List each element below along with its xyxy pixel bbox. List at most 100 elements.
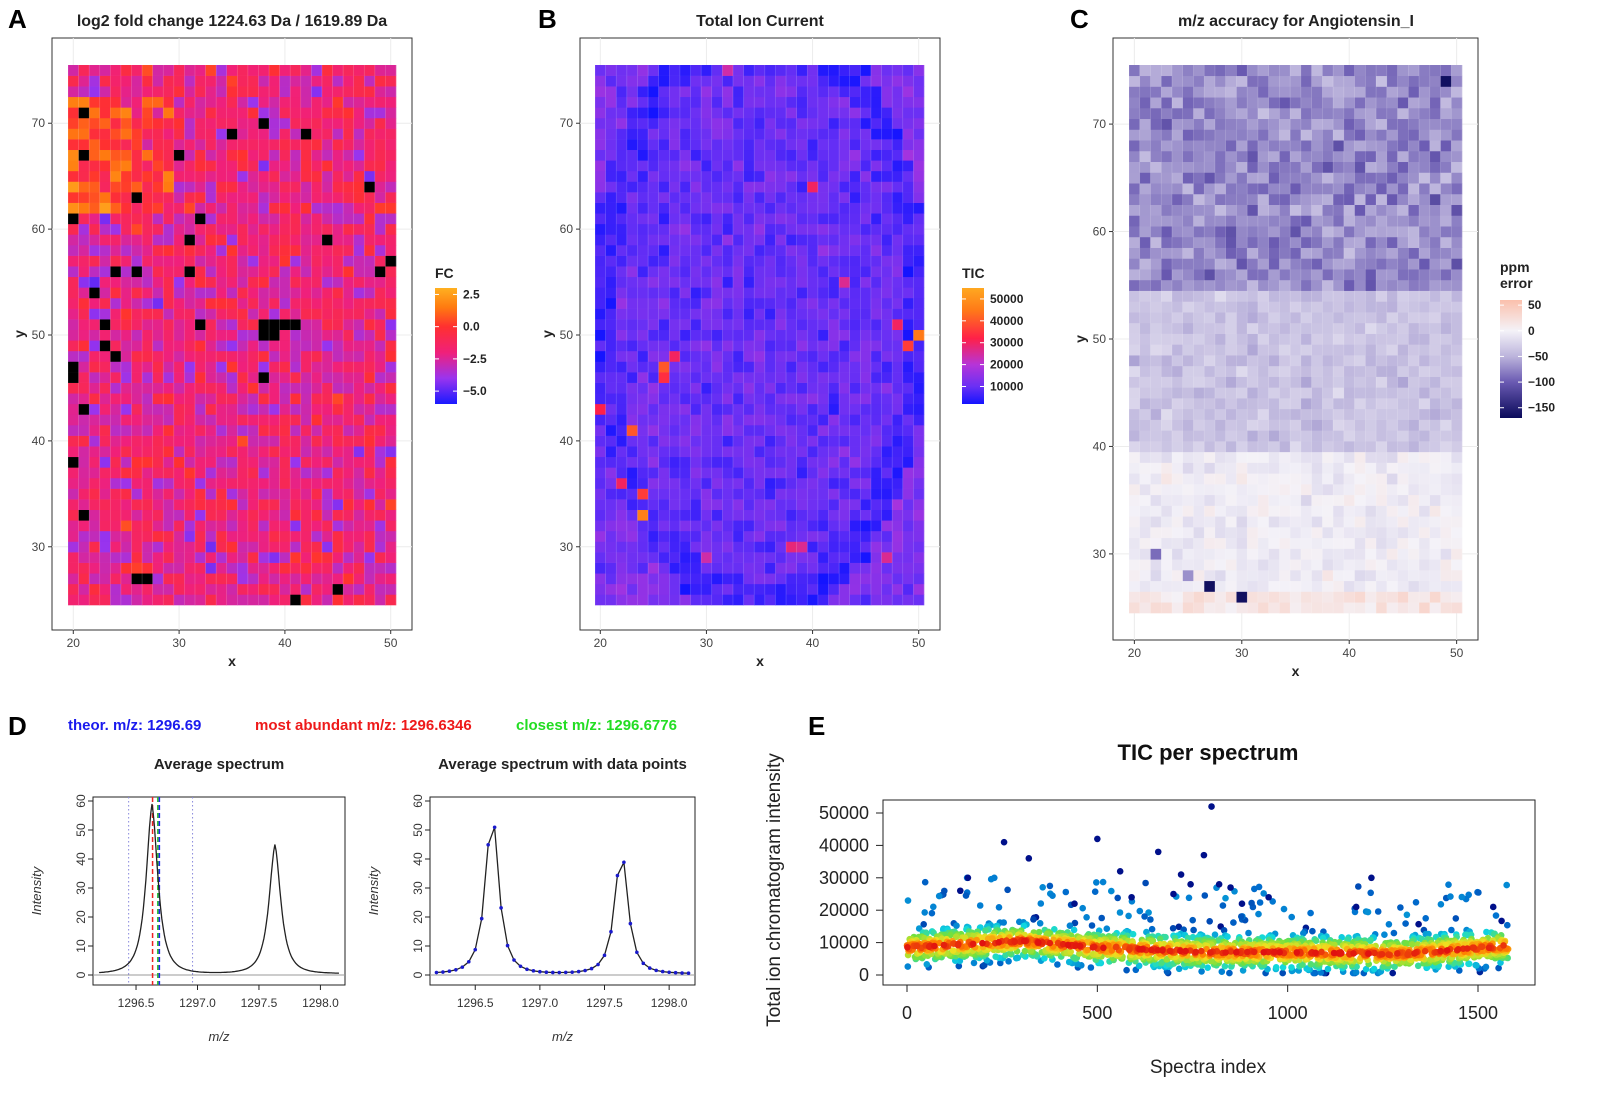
heatmap-cell [881,213,893,225]
heatmap-cell [163,456,175,468]
heatmap-cell [595,255,606,267]
heatmap-cell [1376,86,1388,98]
heatmap-cell [828,65,840,76]
heatmap-cell [722,65,734,76]
heatmap-cell [616,149,628,161]
heatmap-cell [796,562,808,574]
heatmap-cell [881,245,893,256]
heatmap-cell [1300,150,1312,163]
heatmap-cell [353,308,365,320]
heatmap-cell [722,488,734,500]
heatmap-cell [796,96,808,108]
heatmap-cell [626,245,638,256]
heatmap-cell [1354,301,1366,313]
heatmap-cell [1451,408,1463,420]
heatmap-cell [690,403,702,415]
heatmap-cell [321,75,333,87]
heatmap-cell [881,75,893,87]
heatmap-cell [99,382,111,394]
y-axis-label: y [1072,335,1088,343]
heatmap-cell [701,181,713,193]
heatmap-cell [637,128,649,140]
heatmap-cell [142,583,153,595]
heatmap-cell [173,509,185,521]
heatmap-cell [1214,441,1226,453]
heatmap-cell [258,477,270,489]
heatmap-cell [163,562,175,574]
heatmap-cell [1365,527,1377,539]
heatmap-cell [290,223,302,235]
heatmap-cell [849,446,861,458]
heatmap-cell [205,562,217,574]
heatmap-cell [1354,441,1366,453]
heatmap-cell [881,86,893,98]
heatmap-cell [839,287,851,299]
heatmap-cell [860,202,872,214]
heatmap-cell [743,202,755,214]
heatmap-cell [194,361,206,373]
y-axis-label: y [11,330,27,338]
heatmap-cell [1386,398,1398,410]
heatmap-cell [173,562,185,574]
heatmap-cell [374,276,386,288]
heatmap-cell [828,499,840,511]
heatmap-cell [142,541,153,553]
heatmap-cell [321,297,333,309]
heatmap-cell [205,287,217,299]
heatmap-cell [616,361,628,373]
heatmap-cell [1236,473,1248,485]
heatmap-cell [860,435,872,447]
heatmap-cell [775,234,787,246]
heatmap-cell [595,181,606,193]
heatmap-cell [1290,129,1302,141]
heatmap-cell [237,65,249,76]
heatmap-cell [321,477,333,489]
heatmap-cell [1300,408,1312,420]
heatmap-cell [775,552,787,563]
heatmap-cell [711,96,723,108]
heatmap-cell [1204,193,1216,205]
heatmap-cell [99,86,111,98]
heatmap-cell [722,86,734,98]
heatmap-cell [1365,140,1377,152]
heatmap-cell [786,446,797,458]
heatmap-cell [786,372,797,383]
heatmap-cell [247,287,259,299]
heatmap-cell [711,573,723,585]
heatmap-cell [732,350,744,362]
heatmap-cell [1161,140,1173,152]
heatmap-cell [1279,183,1291,195]
heatmap-cell [1322,527,1334,539]
heatmap-cell [616,276,628,288]
heatmap-cell [1204,441,1216,453]
heatmap-cell [849,276,861,288]
heatmap-cell [722,552,734,563]
heatmap-cell [300,340,312,352]
heatmap-cell [648,139,659,151]
heatmap-cell [343,245,354,256]
heatmap-cell [1376,247,1388,259]
heatmap-cell [870,96,882,108]
heatmap-cell [247,477,259,489]
heatmap-cell [1129,161,1141,173]
heatmap-cell [690,350,702,362]
heatmap-cell [237,382,249,394]
heatmap-cell [754,446,766,458]
heatmap-cell [1193,301,1205,313]
heatmap-cell [1214,236,1226,248]
heatmap-cell [1129,355,1141,367]
heatmap-cell [374,403,386,415]
heatmap-cell [711,435,723,447]
heatmap-cell [849,509,861,521]
heatmap-cell [743,255,755,267]
heatmap-cell [1193,226,1205,238]
heatmap-cell [163,192,175,203]
heatmap-cell [1236,269,1248,281]
heatmap-cell [300,75,312,87]
heatmap-cell [205,382,217,394]
heatmap-cell [152,65,164,76]
heatmap-cell [1129,527,1141,539]
heatmap-cell [839,403,851,415]
heatmap-cell [1139,398,1151,410]
heatmap-cell [343,234,354,246]
